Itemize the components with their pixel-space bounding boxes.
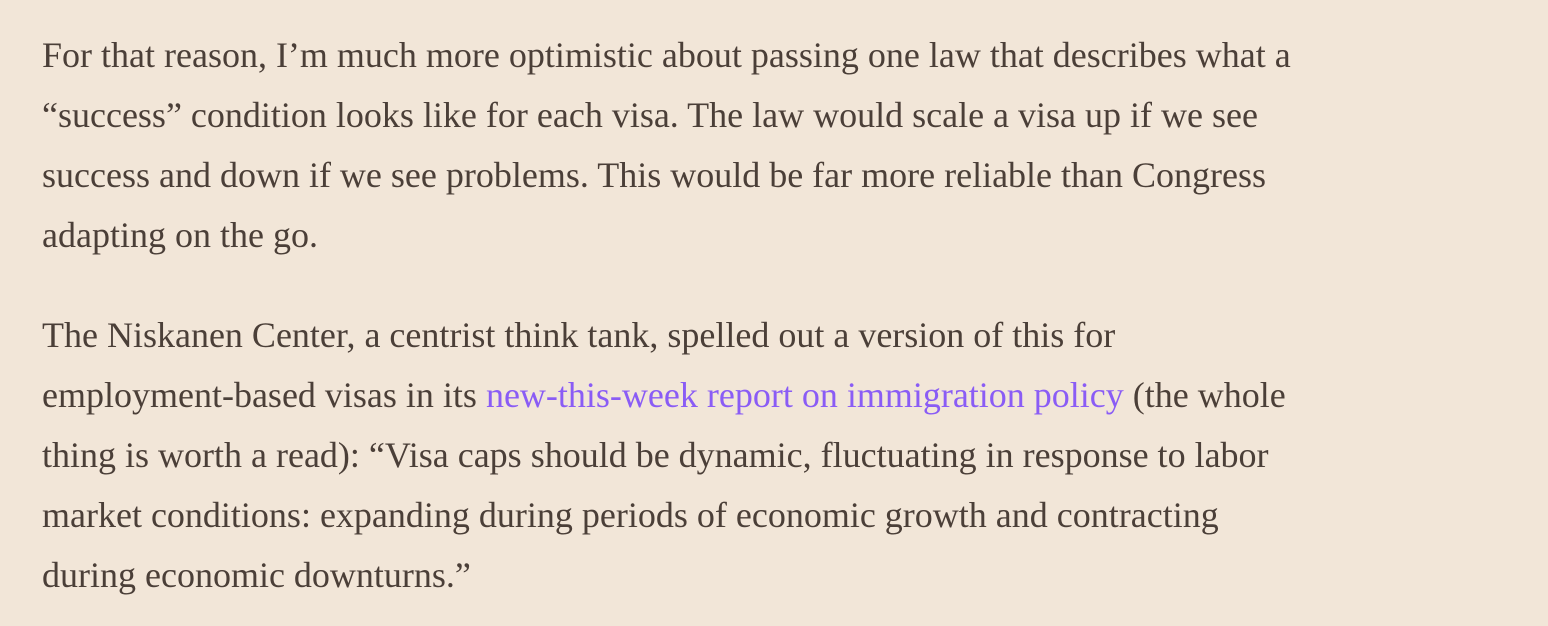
text-line: The Niskanen Center, a centrist think ta… [42,315,1116,355]
text: (the whole [1123,375,1286,415]
link[interactable]: new-this-week report on immigration poli… [485,375,1124,415]
paragraph: The Niskanen Center, a centrist think ta… [42,305,1548,605]
article: For that reason, I’m much more optimisti… [42,25,1548,605]
text-line: For that reason, I’m much more optimisti… [42,35,1291,75]
text-line: adapting on the go. [42,215,318,255]
text-line: “success” condition looks like for each … [42,95,1258,135]
text-line: thing is worth a read): “Visa caps shoul… [42,435,1269,475]
text: employment-based visas in its [42,375,486,415]
text-line: during economic downturns.” [42,555,471,595]
text-line: employment-based visas in its new-this-w… [42,365,1548,425]
text-line: market conditions: expanding during peri… [42,495,1219,535]
paragraph: For that reason, I’m much more optimisti… [42,25,1548,265]
text-line: success and down if we see problems. Thi… [42,155,1267,195]
